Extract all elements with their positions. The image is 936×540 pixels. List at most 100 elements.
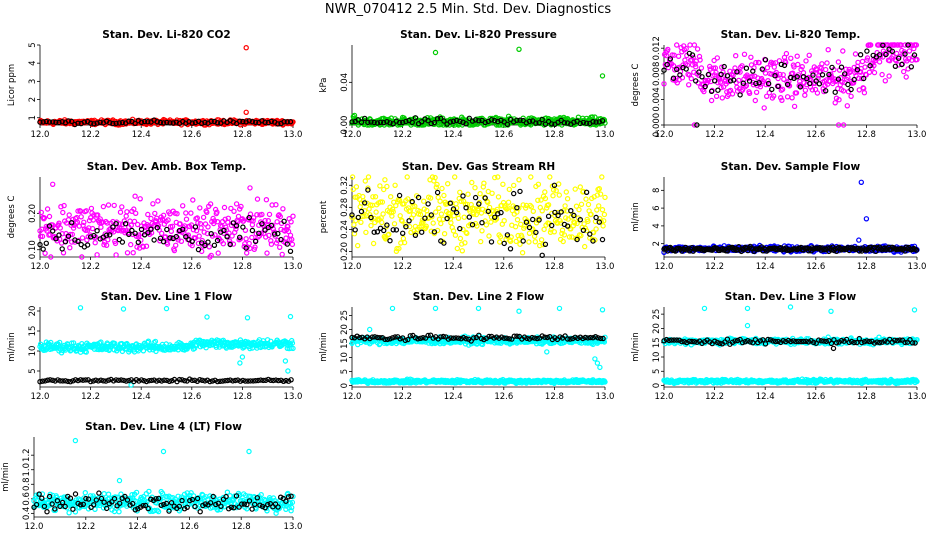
data-point (488, 239, 495, 245)
data-point (802, 92, 808, 98)
data-point (243, 250, 250, 256)
data-point (845, 81, 851, 88)
data-point (428, 120, 434, 127)
data-point (437, 198, 443, 204)
data-point (721, 72, 727, 78)
data-point (362, 115, 368, 122)
panel-title: Stan. Dev. Line 3 Flow (725, 291, 857, 303)
data-point (840, 88, 847, 94)
data-point (819, 61, 825, 67)
data-point (358, 119, 365, 126)
data-point (194, 215, 200, 221)
data-point (721, 63, 727, 70)
data-point (58, 203, 64, 210)
data-point (823, 66, 829, 73)
outlier-point (475, 305, 482, 312)
x-tick-label: 12.4 (756, 130, 775, 140)
data-point (683, 45, 689, 52)
data-point (790, 70, 796, 76)
data-point (806, 52, 812, 59)
outlier-point (367, 326, 373, 333)
data-point (769, 86, 775, 93)
outlier-point (244, 315, 251, 321)
data-point (290, 213, 296, 219)
data-point (397, 213, 403, 219)
data-point (132, 120, 138, 127)
data-point (530, 216, 536, 223)
data-point (183, 210, 189, 216)
data-point (550, 192, 556, 199)
data-point (37, 233, 44, 239)
data-point (453, 117, 460, 124)
y-tick-label: 0.28 (340, 198, 350, 217)
outlier-point (285, 368, 291, 374)
data-point (141, 118, 148, 125)
x-tick-label: 12.8 (857, 392, 876, 402)
data-point (683, 66, 689, 72)
data-point (59, 246, 65, 252)
data-point (353, 184, 360, 190)
data-point (145, 211, 151, 218)
x-tick-label: 12.6 (494, 392, 513, 402)
data-point (777, 71, 783, 78)
data-point (70, 225, 77, 231)
data-point (188, 210, 194, 216)
data-point (536, 120, 542, 126)
data-point (753, 59, 759, 66)
data-point (472, 194, 479, 201)
data-point (864, 48, 870, 54)
x-tick-label: 12.0 (343, 130, 362, 140)
data-point (377, 119, 384, 126)
data-point (895, 42, 901, 48)
data-point (452, 232, 459, 238)
data-point (377, 183, 383, 189)
data-point (400, 230, 406, 236)
data-point (890, 53, 896, 60)
data-point (711, 57, 717, 64)
data-point (561, 119, 568, 126)
data-point (708, 88, 715, 95)
data-point (756, 80, 762, 86)
data-point (692, 61, 698, 67)
data-point (112, 240, 119, 247)
data-point (160, 212, 167, 218)
data-point (775, 83, 781, 90)
x-tick-label: 13.0 (284, 262, 303, 272)
data-point (249, 227, 256, 234)
data-point (864, 55, 871, 61)
data-point (46, 119, 53, 125)
data-point (469, 118, 476, 124)
x-tick-label: 12.8 (233, 262, 252, 272)
x-tick-label: 12.2 (393, 262, 412, 272)
data-point (880, 42, 886, 49)
data-point (545, 213, 552, 219)
data-point (466, 115, 472, 122)
y-tick-label: 4 (28, 60, 38, 65)
data-point (101, 241, 107, 248)
y-tick-label: 15 (28, 326, 38, 337)
outlier-point (120, 306, 127, 312)
data-point (56, 119, 62, 126)
data-point (539, 116, 545, 123)
data-point (195, 220, 201, 226)
data-point (450, 118, 457, 125)
data-point (596, 119, 603, 125)
outlier-point (597, 364, 603, 371)
data-point (174, 210, 180, 217)
data-point (500, 181, 506, 187)
x-tick-label: 12.2 (393, 130, 412, 140)
data-point (889, 48, 896, 55)
data-point (850, 80, 857, 86)
data-point (61, 202, 67, 209)
data-point (749, 73, 755, 80)
data-point (128, 222, 134, 228)
data-point (158, 230, 165, 237)
data-point (265, 119, 271, 126)
data-point (182, 226, 188, 232)
data-point (94, 227, 100, 234)
data-point (705, 71, 712, 78)
data-point (748, 54, 754, 61)
data-point (577, 120, 584, 127)
data-point (840, 48, 846, 54)
data-point (766, 90, 773, 96)
